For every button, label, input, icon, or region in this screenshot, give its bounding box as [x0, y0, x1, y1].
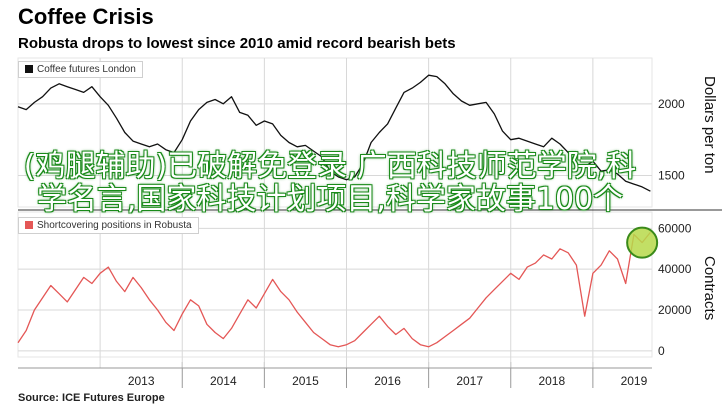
y-tick-label-1-40000: 40000	[658, 262, 692, 276]
panel-frame-1	[17, 211, 653, 358]
legend-label-top: Coffee futures London	[37, 64, 136, 75]
y-axis-label-bottom: Contracts	[701, 256, 718, 321]
series-line-0	[17, 74, 651, 192]
x-tick-label-2016: 2016	[374, 374, 401, 388]
chart-title: Coffee Crisis	[18, 4, 154, 29]
y-tick-label-1-20000: 20000	[658, 303, 692, 317]
x-tick-label-2015: 2015	[292, 374, 319, 388]
x-tick-label-2018: 2018	[538, 374, 565, 388]
highlight-marker	[626, 226, 659, 259]
x-tick-label-2014: 2014	[210, 374, 237, 388]
x-tick-label-2013: 2013	[128, 374, 155, 388]
chart-subtitle: Robusta drops to lowest since 2010 amid …	[18, 35, 456, 52]
y-tick-label-0-1500: 1500	[658, 168, 685, 182]
y-axis-label-top: Dollars per ton	[701, 76, 718, 174]
y-tick-label-1-60000: 60000	[658, 221, 692, 235]
y-tick-label-1-0: 0	[658, 344, 665, 358]
legend-label-bottom: Shortcovering positions in Robusta	[37, 220, 192, 231]
legend-bottom: Shortcovering positions in Robusta	[18, 217, 199, 234]
legend-swatch-bottom	[25, 221, 33, 230]
x-tick-label-2019: 2019	[621, 374, 648, 388]
x-tick-label-2017: 2017	[456, 374, 483, 388]
series-line-1	[17, 231, 651, 348]
legend-top: Coffee futures London	[18, 61, 143, 78]
legend-swatch-top	[25, 65, 33, 74]
panel-frame-0	[17, 57, 653, 208]
y-tick-label-0-2000: 2000	[658, 97, 685, 111]
source-note: Source: ICE Futures Europe	[18, 392, 165, 404]
